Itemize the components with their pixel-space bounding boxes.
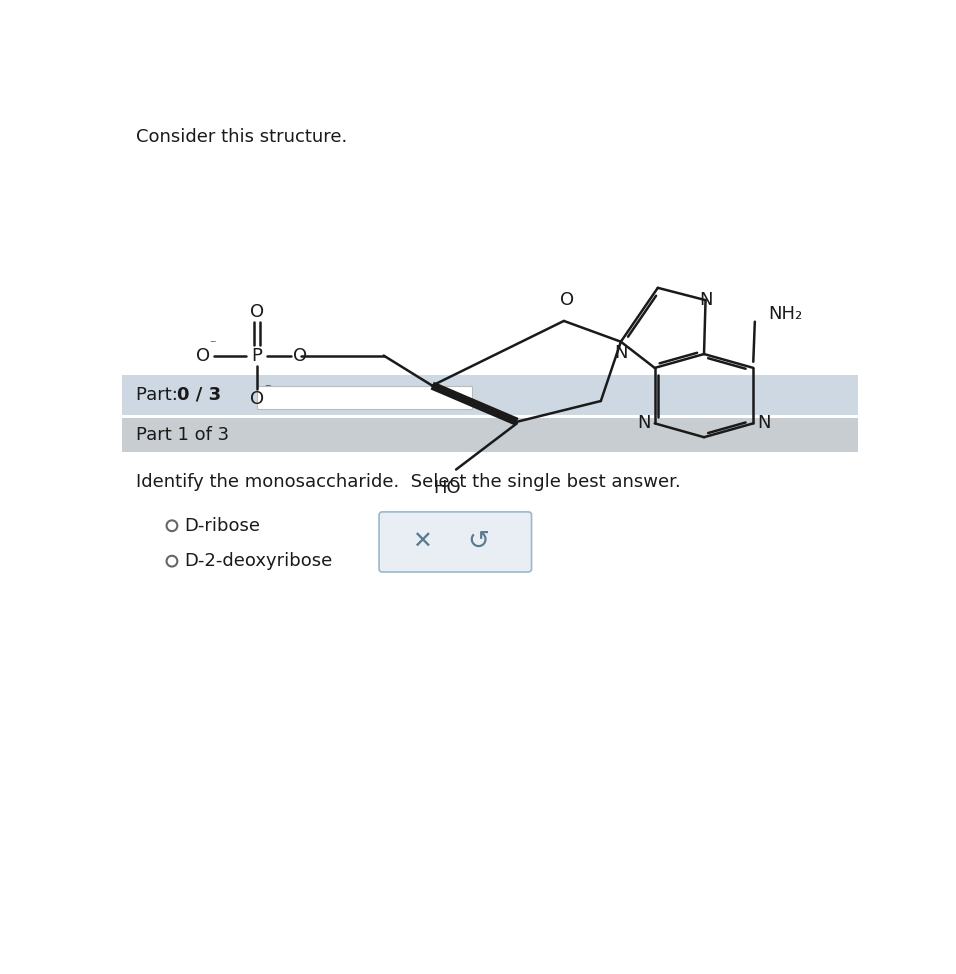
Text: D-2-deoxyribose: D-2-deoxyribose <box>185 552 333 570</box>
Text: N: N <box>614 344 627 362</box>
Text: P: P <box>251 347 262 364</box>
Text: O: O <box>250 303 264 320</box>
Text: ⁻: ⁻ <box>264 382 271 395</box>
Text: ⁻: ⁻ <box>209 338 216 352</box>
FancyBboxPatch shape <box>256 386 472 409</box>
Text: Part:: Part: <box>136 386 184 404</box>
Text: 0 / 3: 0 / 3 <box>177 386 222 404</box>
FancyBboxPatch shape <box>122 418 858 452</box>
FancyBboxPatch shape <box>380 512 532 572</box>
Text: NH₂: NH₂ <box>769 305 803 323</box>
Text: O: O <box>196 347 209 364</box>
Text: Identify the monosaccharide.  Select the single best answer.: Identify the monosaccharide. Select the … <box>136 473 681 492</box>
Text: O: O <box>560 290 574 309</box>
FancyBboxPatch shape <box>122 375 858 415</box>
Text: N: N <box>638 414 651 432</box>
FancyBboxPatch shape <box>122 452 858 867</box>
Text: Consider this structure.: Consider this structure. <box>136 128 347 146</box>
Text: N: N <box>699 291 712 309</box>
Text: N: N <box>757 414 771 432</box>
Text: D-ribose: D-ribose <box>185 517 260 535</box>
Text: O: O <box>250 391 264 408</box>
Text: O: O <box>293 347 308 364</box>
Text: HO: HO <box>433 479 461 497</box>
Text: ✕: ✕ <box>412 530 432 554</box>
Text: Part 1 of 3: Part 1 of 3 <box>136 426 228 444</box>
Text: ↺: ↺ <box>467 529 489 555</box>
